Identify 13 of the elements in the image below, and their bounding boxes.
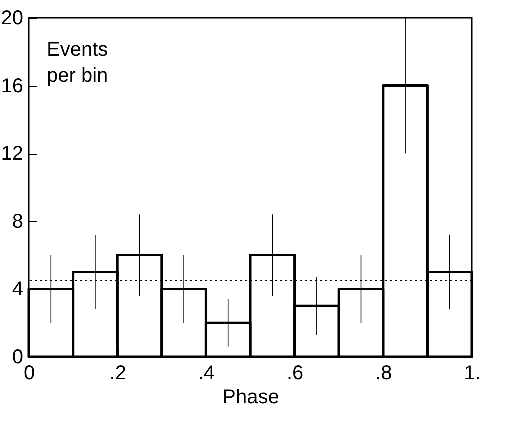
y-tick-label: 12 (1, 143, 24, 166)
y-tick-label: 20 (1, 8, 24, 30)
y-tick-label: 0 (12, 346, 24, 368)
x-tick-label: .8 (376, 362, 392, 384)
y-tick-label: 8 (12, 210, 24, 233)
x-tick-label: .6 (286, 362, 304, 384)
x-tick-label: .4 (198, 362, 216, 384)
x-tick-label: 1. (464, 362, 481, 384)
x-tick-label: .2 (110, 362, 126, 384)
y-tick-label: 4 (12, 278, 24, 301)
x-axis-title: Phase (222, 386, 280, 408)
y-tick-label: 16 (1, 75, 24, 98)
annotation: Events per bin (47, 39, 108, 87)
